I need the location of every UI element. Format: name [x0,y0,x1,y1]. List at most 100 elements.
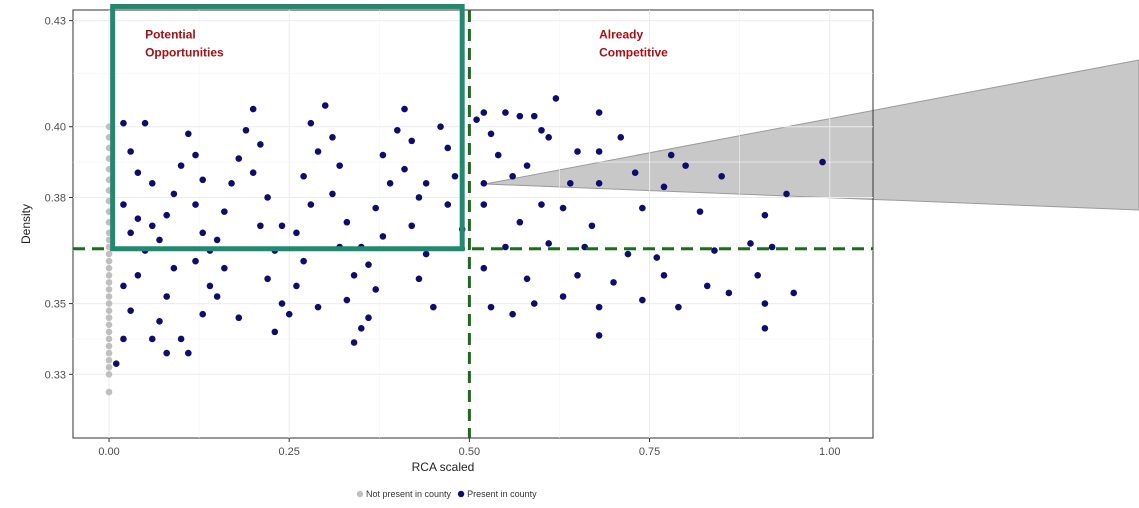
data-point-present [595,109,603,116]
data-point-present [682,162,689,169]
data-point-present [242,126,250,134]
data-point-present [617,134,625,141]
data-point-present [386,180,394,187]
data-point-not-present [105,300,113,307]
data-point-present [538,201,545,208]
data-point-present [365,314,372,322]
data-point-present [566,180,574,187]
data-point-present [422,180,430,187]
data-point-present [509,172,516,180]
data-point-present [509,310,516,318]
data-point-not-present [105,371,113,378]
data-point-present [631,169,639,177]
data-point-present [761,211,769,219]
legend-key [457,490,465,498]
data-point-present [696,208,704,215]
data-point-present [761,300,769,307]
reference-lines [73,10,873,438]
data-point-present [112,360,120,368]
data-point-present [444,201,452,208]
data-point-present [365,261,372,268]
data-point-present [761,325,769,332]
y-axis-title: Density [19,204,33,244]
annotation-line: Opportunities [145,45,224,59]
data-point-not-present [105,286,113,293]
data-point-present [610,279,617,286]
data-point-not-present [105,264,113,272]
annotation-potential-opportunities: Potential Opportunities [145,27,224,59]
data-point-present [235,314,243,322]
data-point-present [372,204,380,212]
data-point-present [148,222,156,230]
legend-label: Not present in county [366,489,452,499]
data-point-present [725,289,733,297]
data-point-present [401,105,408,113]
data-point-present [595,180,603,187]
data-point-present [408,222,416,230]
data-point-present [192,201,199,208]
data-point-present [120,282,127,290]
data-point-present [156,317,163,325]
data-point-present [249,169,257,177]
data-point-present [703,282,711,290]
data-point-present [523,275,531,283]
data-point-present [372,286,380,293]
x-tick-label: 0.25 [279,446,300,458]
x-tick-label: 0.75 [639,446,660,458]
data-point-present [148,180,156,187]
data-point-present [516,218,524,226]
data-point-present [134,271,142,279]
points-present [112,95,826,368]
data-point-present [192,151,199,159]
data-point-present [264,275,271,283]
data-point-not-present [105,356,113,364]
data-point-present [321,102,329,109]
data-point-present [480,201,488,208]
data-point-present [487,130,495,138]
data-point-present [221,208,228,215]
data-point-present [221,264,228,272]
data-point-present [293,229,300,237]
plot-panel [72,9,874,439]
data-point-present [213,293,221,300]
data-point-present [444,144,452,152]
data-point-present [343,218,351,226]
x-tick-label: 0.00 [98,446,119,458]
data-point-present [667,151,675,159]
data-point-present [185,349,192,357]
data-point-present [235,155,243,162]
data-point-present [134,169,142,177]
data-point-present [552,95,560,102]
data-point-present [415,275,423,283]
data-point-present [639,296,646,304]
gridlines [73,10,873,438]
data-point-present [530,112,538,120]
data-point-present [177,335,185,343]
data-point-present [213,236,221,244]
highlight-box [110,3,465,252]
data-point-present [257,141,264,148]
annotation-line: Already [599,27,643,41]
data-point-not-present [105,279,113,286]
data-point-present [177,162,185,169]
data-point-present [170,264,178,272]
data-point-present [574,271,581,279]
data-point-present [451,172,459,180]
data-point-present [660,183,668,191]
data-point-present [480,180,488,187]
data-point-present [350,339,358,346]
data-point-not-present [105,321,113,329]
x-tick-label: 1.00 [819,446,840,458]
x-tick-label: 0.50 [459,446,480,458]
data-point-present [783,190,790,198]
data-point-present [711,247,718,254]
data-point-present [278,300,286,307]
data-point-present [141,119,149,127]
data-point-not-present [105,328,113,336]
data-point-present [163,349,170,357]
data-point-present [285,310,293,318]
data-point-present [307,119,315,127]
data-point-present [538,126,545,134]
data-point-present [127,148,134,155]
